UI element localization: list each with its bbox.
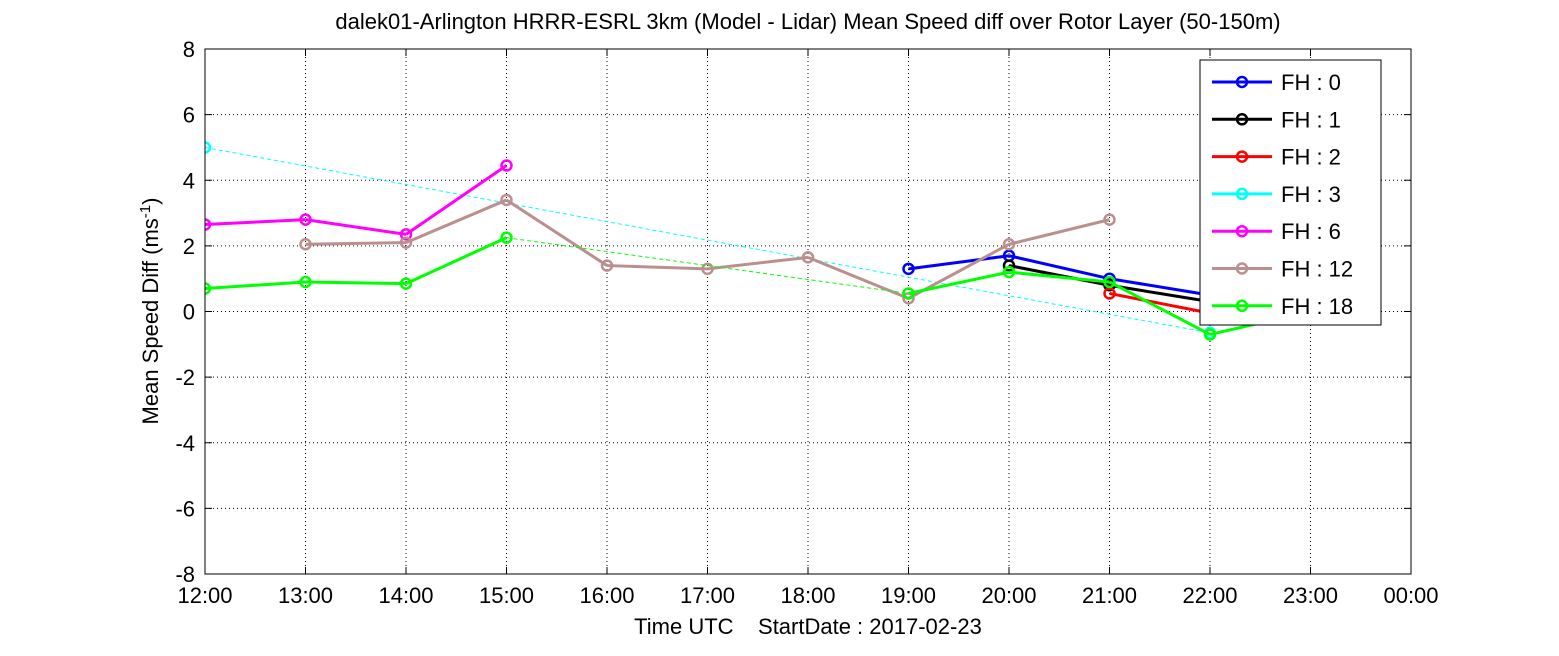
y-tick-label: -2 <box>175 365 195 390</box>
x-tick-label: 15:00 <box>479 583 534 608</box>
legend-marker <box>1235 299 1249 313</box>
series-segment <box>606 264 708 271</box>
series-dashed-link <box>205 146 1211 334</box>
series-segment <box>1109 283 1211 304</box>
x-tick-label: 21:00 <box>1082 583 1137 608</box>
legend-marker <box>1235 75 1249 89</box>
series-segment <box>305 241 407 246</box>
series-segment <box>205 218 306 227</box>
legend-marker <box>1235 262 1249 275</box>
series-segment <box>405 198 508 244</box>
series-segment <box>1008 270 1110 284</box>
data-point <box>205 282 212 295</box>
x-tick-label: 14:00 <box>378 583 433 608</box>
x-axis-label: Time UTC StartDate : 2017-02-23 <box>634 614 982 639</box>
x-tick-label: 20:00 <box>981 583 1036 608</box>
series-segment <box>1109 277 1211 297</box>
series-segment <box>505 198 608 267</box>
data-point <box>902 287 915 300</box>
y-axis-label-sup: -1 <box>137 205 154 218</box>
series-dashed-link <box>506 237 909 294</box>
series-segment <box>205 280 306 291</box>
y-axis-label-end: ) <box>138 198 163 205</box>
x-tick-label: 22:00 <box>1182 583 1237 608</box>
data-point <box>1002 237 1016 251</box>
data-point <box>1002 259 1016 272</box>
y-tick-label: -4 <box>175 431 195 456</box>
series-segment <box>908 270 1010 295</box>
legend-label: FH : 1 <box>1281 107 1341 132</box>
legend-marker <box>1235 113 1249 126</box>
series-segment <box>1108 280 1211 336</box>
series-segment <box>707 255 809 271</box>
series-fh-12 <box>299 193 1116 305</box>
series-segment <box>405 164 508 236</box>
series-segment <box>1008 218 1110 246</box>
legend-label: FH : 18 <box>1281 294 1353 319</box>
y-tick-label: -8 <box>175 562 195 587</box>
legend: FH : 0 FH : 1 FH : 2 FH : 3 FH : 6 FH : 12 FH … <box>1199 59 1382 326</box>
data-point <box>1103 213 1116 226</box>
legend-label: FH : 2 <box>1281 145 1341 170</box>
x-tick-label: 17:00 <box>680 583 735 608</box>
data-point <box>399 277 413 290</box>
data-point <box>1002 265 1016 279</box>
legend-marker <box>1235 150 1249 163</box>
x-tick-label: 13:00 <box>278 583 333 608</box>
data-point <box>299 213 312 226</box>
data-point <box>500 231 513 244</box>
series-segment <box>908 254 1010 271</box>
x-tick-label: 16:00 <box>579 583 634 608</box>
series-fh-6 <box>205 159 513 241</box>
data-point <box>299 275 312 289</box>
series-fh-18 <box>205 231 1317 341</box>
series-segment <box>1109 291 1211 315</box>
y-axis-label-main: Mean Speed Diff (ms <box>138 218 163 424</box>
series-segment <box>1008 264 1110 287</box>
chart-title: dalek01-Arlington HRRR-ESRL 3km (Model -… <box>335 9 1280 34</box>
y-tick-label: 8 <box>183 37 195 62</box>
y-tick-label: 6 <box>183 103 195 128</box>
legend-label: FH : 3 <box>1281 182 1341 207</box>
data-point <box>701 262 714 276</box>
data-point <box>399 236 413 249</box>
data-point <box>500 193 513 207</box>
x-tick-label: 18:00 <box>780 583 835 608</box>
data-point <box>205 218 212 231</box>
data-point <box>500 159 513 172</box>
x-tick-label: 19:00 <box>881 583 936 608</box>
series-segment <box>1008 254 1110 281</box>
series-segment <box>305 280 407 286</box>
legend-marker <box>1235 224 1249 238</box>
legend-label: FH : 6 <box>1281 219 1341 244</box>
data-point <box>600 259 614 272</box>
y-axis-label: Mean Speed Diff (ms-1) <box>137 198 163 425</box>
y-tick-label: 2 <box>183 234 195 259</box>
series-segment <box>405 236 508 285</box>
plot-frame <box>204 48 1412 575</box>
y-tick-label: -6 <box>175 496 195 521</box>
data-point <box>902 262 915 276</box>
y-tick-label: 4 <box>183 168 195 193</box>
series-segment <box>305 218 407 236</box>
legend-marker <box>1235 187 1249 201</box>
y-tick-label: 0 <box>183 300 195 325</box>
data-point <box>1203 328 1217 341</box>
data-point <box>205 141 212 154</box>
legend-label: FH : 12 <box>1281 257 1353 282</box>
data-point <box>801 251 815 264</box>
data-point <box>1103 287 1116 300</box>
axes: 12:00 13:00 14:00 15:00 16:00 17:00 18:00 19:00… <box>175 37 1438 608</box>
x-tick-label: 23:00 <box>1283 583 1338 608</box>
x-tick-label: 12:00 <box>177 583 232 608</box>
data-point <box>299 237 312 251</box>
data-point <box>1103 275 1116 289</box>
x-tick-label: 00:00 <box>1383 583 1438 608</box>
data-point <box>399 228 413 241</box>
legend-label: FH : 0 <box>1281 70 1341 95</box>
